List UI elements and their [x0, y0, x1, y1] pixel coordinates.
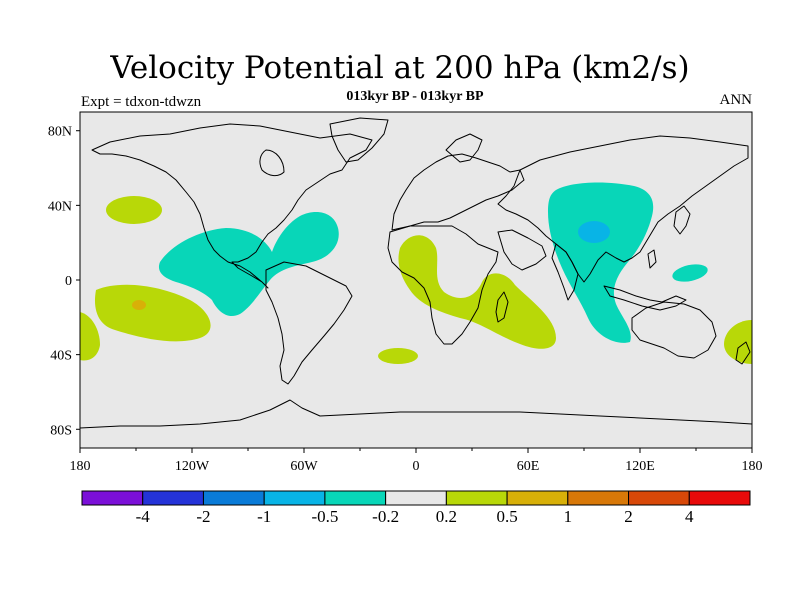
colorbar-label: 0.5	[496, 507, 517, 526]
colorbar-label: -1	[257, 507, 271, 526]
colorbar-swatch	[445, 490, 508, 506]
colorbar-label: -4	[136, 507, 151, 526]
australia-coastline	[631, 301, 717, 359]
lon-tick-label: 120W	[175, 459, 210, 474]
india-coastline	[551, 243, 579, 301]
africa-coastline	[387, 225, 499, 345]
hudson-bay-coastline	[259, 149, 285, 177]
lat-tick-label: 80N	[48, 125, 72, 140]
south-america-coastline	[265, 261, 353, 385]
new-zealand-coastline	[735, 341, 751, 365]
colorbar-swatch	[81, 490, 144, 506]
strong-negative-core-tibet	[578, 221, 610, 243]
lon-tick-label: 180	[742, 459, 763, 474]
lon-tick-label: 60E	[517, 459, 540, 474]
season-label: ANN	[719, 92, 753, 108]
colorbar-swatch	[688, 490, 751, 506]
strong-positive-spot-pacific	[132, 300, 146, 310]
colorbar-swatch	[385, 490, 447, 506]
philippines-coastline	[647, 249, 657, 269]
europe-coastline	[391, 153, 525, 231]
negative-region-west-pacific	[672, 264, 708, 282]
negative-region-indian-asia	[548, 182, 654, 343]
colorbar-swatch	[142, 490, 204, 506]
colorbar: -4 -2 -1 -0.5 -0.2 0.2 0.5 1 2 4	[81, 490, 751, 526]
colorbar-swatch	[628, 490, 690, 506]
positive-region-south-pacific-west	[80, 312, 100, 361]
colorbar-label: -0.5	[311, 507, 338, 526]
colorbar-label: -0.2	[372, 507, 399, 526]
map-title: Velocity Potential at 200 hPa (km2/s)	[110, 50, 690, 86]
asia-coastline	[497, 135, 749, 283]
colorbar-swatch	[506, 490, 569, 506]
colorbar-swatch	[202, 490, 265, 506]
colorbar-label: 4	[685, 507, 694, 526]
coastlines	[80, 117, 752, 429]
greenland-coastline	[329, 117, 389, 163]
positive-region-south-atlantic	[378, 348, 418, 364]
lon-tick-label: 180	[70, 459, 91, 474]
arabia-coastline	[497, 229, 547, 271]
map-subtitle: 013kyr BP - 013kyr BP	[346, 89, 484, 104]
negative-region-central-america	[158, 212, 339, 317]
japan-coastline	[673, 205, 691, 235]
colorbar-label: -2	[196, 507, 210, 526]
colorbar-label: 0.2	[436, 507, 457, 526]
colorbar-label: 1	[564, 507, 573, 526]
positive-region-south-pacific	[94, 284, 211, 342]
positive-region-tasman	[724, 320, 752, 364]
positive-region-north-pacific	[106, 196, 162, 224]
experiment-label: Expt = tdxon-tdwzn	[81, 94, 202, 110]
anomaly-fields	[80, 182, 752, 364]
madagascar-coastline	[495, 291, 509, 323]
lat-tick-label: 40S	[50, 349, 72, 364]
axis-ticks: 80N 40N 0 40S 80S 180 120W 60W 0 60E 120E 180	[48, 125, 763, 474]
colorbar-swatch	[567, 490, 630, 506]
north-america-coastline	[91, 123, 373, 289]
lat-tick-label: 80S	[50, 423, 72, 438]
lon-tick-label: 60W	[290, 459, 318, 474]
lat-tick-label: 0	[65, 274, 72, 289]
lon-tick-label: 0	[413, 459, 420, 474]
antarctica-coastline	[80, 399, 752, 429]
lat-tick-label: 40N	[48, 199, 72, 214]
colorbar-swatch	[263, 490, 326, 506]
scandinavia-coastline	[445, 133, 483, 163]
colorbar-label: 2	[624, 507, 633, 526]
indonesia-coastline	[603, 285, 687, 311]
lon-tick-label: 120E	[625, 459, 655, 474]
positive-region-africa-atlantic	[398, 235, 556, 349]
colorbar-swatch	[324, 490, 387, 506]
